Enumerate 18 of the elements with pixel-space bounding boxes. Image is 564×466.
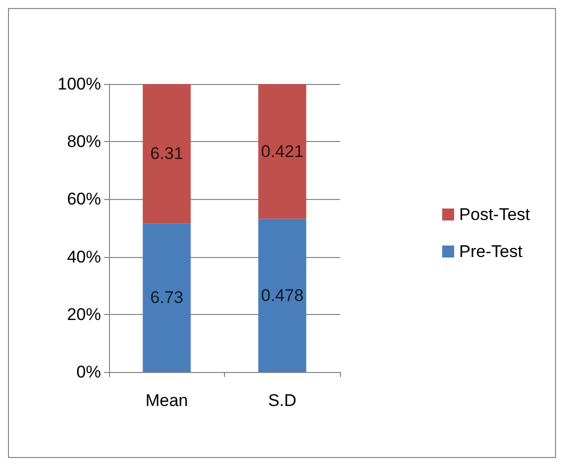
annotation: 6.31 <box>150 144 184 164</box>
y-tick-label: 20% <box>66 304 101 324</box>
x-tick-label: S.D <box>268 391 296 410</box>
bar <box>142 84 191 224</box>
bar <box>258 84 306 219</box>
bar <box>142 223 191 372</box>
y-tick-label: 60% <box>66 190 101 209</box>
y-tick-label: 80% <box>66 132 101 152</box>
annotation: 0.421 <box>260 142 304 161</box>
x-tick-label: Mean <box>145 391 188 410</box>
y-tick-label: 0% <box>76 362 101 382</box>
bar <box>258 218 306 372</box>
legend-label: Post-Test <box>459 205 530 224</box>
y-tick-label: 100% <box>58 74 101 94</box>
annotation: 0.478 <box>260 286 304 305</box>
y-tick-label: 40% <box>66 247 101 266</box>
legend-label: Pre-Test <box>459 242 523 261</box>
annotation: 6.73 <box>150 288 184 308</box>
